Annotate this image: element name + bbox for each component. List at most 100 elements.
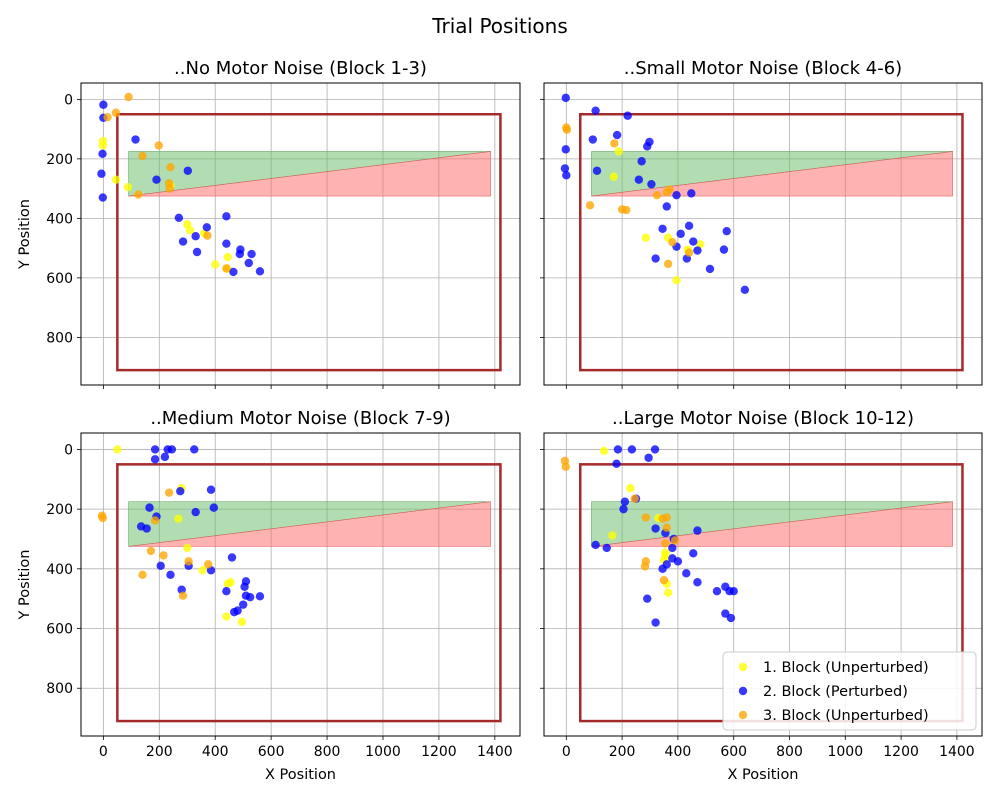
x-tick-label: 1000 [827, 744, 863, 760]
data-point [591, 106, 600, 115]
data-point [651, 618, 660, 627]
data-point [166, 163, 175, 172]
legend-label: 3. Block (Unperturbed) [763, 708, 929, 724]
series-block3 [97, 488, 213, 600]
data-point [165, 184, 174, 193]
x-tick-label: 0 [99, 744, 108, 760]
data-point [150, 516, 160, 525]
data-point [684, 248, 694, 257]
data-point [192, 247, 202, 257]
x-tick-label: 600 [720, 744, 747, 760]
data-point [687, 189, 696, 198]
data-point [658, 224, 667, 233]
data-point [191, 232, 200, 241]
y-tick-label: 400 [46, 562, 73, 578]
x-tick-label: 200 [146, 744, 173, 760]
data-point [650, 445, 660, 454]
data-point [152, 175, 161, 184]
data-point [134, 190, 143, 199]
data-point [255, 267, 265, 276]
data-point [668, 543, 677, 553]
data-point [222, 587, 231, 596]
data-point [145, 503, 154, 512]
data-point [585, 201, 595, 210]
data-point [244, 258, 253, 268]
data-point [722, 226, 731, 236]
data-point [103, 113, 112, 122]
data-point [647, 179, 656, 189]
data-point [111, 108, 121, 117]
data-point [676, 229, 685, 239]
data-point [150, 445, 160, 454]
data-point [672, 190, 681, 200]
boundary-rectangle [116, 112, 502, 372]
data-point [164, 488, 174, 497]
y-tick-label: 0 [64, 92, 73, 108]
data-point [174, 514, 183, 523]
subplot-4: 0 200 400 600 800 1000 1200 1400 ..Large Motor N… [540, 408, 983, 783]
data-point [238, 600, 248, 609]
x-tick-label: 800 [314, 744, 341, 760]
data-point [608, 531, 617, 540]
legend-marker [738, 710, 748, 720]
data-point [142, 524, 151, 533]
plot-area [560, 445, 964, 723]
data-point [641, 233, 651, 242]
data-point [705, 264, 715, 274]
subplot-title: ..No Motor Noise (Block 1-3) [174, 58, 427, 79]
y-tick-label: 800 [46, 681, 73, 697]
axes-frame [80, 82, 521, 386]
data-point [97, 169, 106, 178]
data-point [204, 560, 213, 569]
data-point [222, 264, 231, 273]
data-point [627, 445, 637, 454]
data-point [659, 575, 669, 585]
target-region-red [591, 501, 953, 547]
plot-area [560, 93, 964, 372]
data-point [619, 504, 628, 514]
y-axis-label: Y Position [17, 550, 33, 621]
axes-frame [543, 432, 983, 737]
data-point [672, 276, 681, 285]
data-point [203, 231, 212, 240]
x-tick-label: 1400 [477, 744, 513, 760]
data-point [673, 557, 683, 566]
data-point [99, 100, 108, 109]
data-point [609, 172, 618, 181]
target-region-red [591, 151, 953, 197]
x-tick-label: 1000 [365, 744, 401, 760]
data-point [174, 213, 184, 222]
subplots: 0 200 400 600 800 ..No Motor Noise (Block 1-3… [17, 58, 983, 783]
data-point [150, 455, 160, 464]
data-point [178, 237, 188, 246]
data-point [693, 578, 702, 587]
data-point [602, 543, 611, 553]
legend-marker [738, 662, 748, 672]
data-point [560, 164, 570, 173]
series-block2 [591, 445, 738, 627]
data-point [640, 562, 650, 571]
data-point [223, 252, 232, 262]
data-point [682, 569, 691, 578]
series-block1 [609, 147, 705, 285]
x-tick-label: 600 [258, 744, 285, 760]
data-point [693, 526, 702, 535]
data-point [98, 513, 108, 523]
data-point [156, 561, 165, 571]
data-point [665, 185, 674, 194]
data-point [599, 446, 609, 456]
y-axis-label: Y Position [17, 199, 33, 270]
data-point [663, 588, 673, 597]
y-tick-label: 800 [46, 330, 73, 346]
data-point [227, 553, 237, 562]
data-point [651, 524, 660, 533]
data-point [623, 111, 632, 120]
x-tick-label: 1200 [883, 744, 919, 760]
data-point [222, 212, 231, 221]
data-point [131, 135, 140, 144]
data-point [658, 564, 667, 574]
target-region-red [128, 151, 491, 197]
data-point [184, 557, 193, 566]
data-point [183, 543, 192, 553]
data-point [209, 503, 219, 512]
